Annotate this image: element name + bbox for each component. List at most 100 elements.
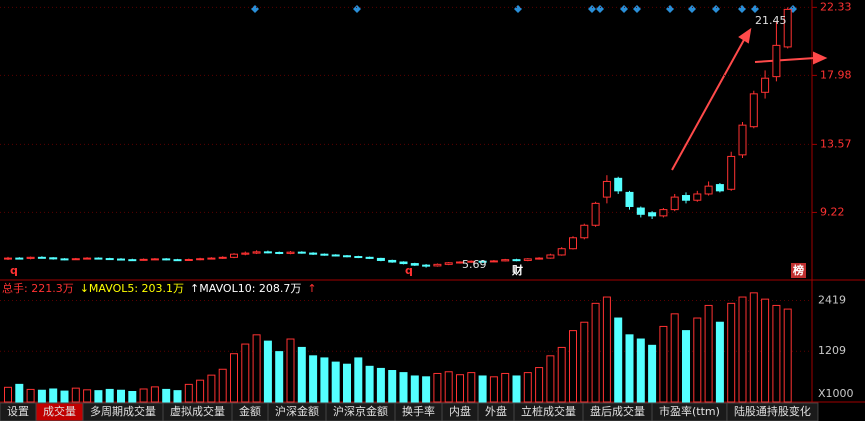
candle-body [410,263,419,266]
tab-label: 成交量 [43,404,76,418]
candle-body [320,253,329,256]
candle-body [388,259,397,263]
candle-body [670,196,679,211]
marker: q [10,264,18,277]
volume-bar [173,390,182,403]
volume-bar [26,388,35,403]
candle-body [275,251,284,254]
volume-bar [410,375,419,403]
volume-bar [128,391,137,403]
candle-body [682,195,690,201]
y-tick-label: 17.98 [820,68,852,81]
candle-body [173,259,182,262]
tab-label: 盘后成交量 [590,404,645,418]
candle-body [546,254,555,259]
tab[interactable]: 虚拟成交量 [162,402,233,421]
volume-bar [682,330,690,403]
candle-body [399,261,408,265]
volume-bar [297,346,306,403]
volume-legend: ↑ [307,282,316,295]
volume-bar [196,379,205,403]
candle-body [343,255,351,258]
volume-bar [4,386,12,403]
tab[interactable]: 金额 [231,402,269,421]
tab[interactable]: 设置 [0,402,37,421]
candle-body [557,248,566,256]
candle-body [625,191,634,207]
volume-bar [727,302,736,403]
candle-body [761,77,770,93]
tab-label: 设置 [7,405,29,418]
tab-label: 陆股通持股变化 [734,404,811,418]
candle-body [230,253,238,258]
tab-label: 外盘 [485,404,507,418]
volume-bar [365,365,374,403]
volume-bar [376,367,385,403]
candle-body [128,259,137,262]
tab[interactable]: 沪深金额 [267,402,327,421]
volume-bar [772,304,781,403]
tab[interactable]: 外盘 [477,402,515,421]
candle-body [591,202,600,226]
candle-body [478,260,487,263]
volume-bar [49,388,58,403]
candle-body [117,258,125,261]
volume-bar [83,389,92,403]
volume-bar [489,376,498,403]
volume-bar [614,317,623,403]
vol-tick-label: 2419 [818,293,846,306]
volume-bar [388,370,397,403]
tab[interactable]: 换手率 [394,402,443,421]
tab[interactable]: 内盘 [441,402,479,421]
candle-body [727,155,736,190]
tab-label: 市盈率(ttm) [659,404,720,418]
vol-tick-label: 1209 [818,344,846,357]
volume-bar [218,368,227,403]
candle-body [83,257,92,260]
tab-label: 内盘 [449,404,471,418]
volume-bar [105,388,114,403]
volume-bar [659,325,668,403]
tab[interactable]: 多周期成交量 [82,402,164,421]
volume-bar [252,334,261,403]
volume-bar [738,296,747,403]
candle-body [693,193,702,201]
tab[interactable]: 盘后成交量 [582,402,653,421]
volume-bar [162,388,171,403]
candle-body [704,185,713,195]
candle-body [71,258,80,261]
volume-bar [456,374,464,403]
tab-label: 沪深金额 [275,404,319,418]
volume-bar [343,363,351,403]
candle-body [749,93,758,128]
tab-label: 虚拟成交量 [170,404,225,418]
volume-bar [648,344,657,403]
candle-body [26,256,35,259]
tab[interactable]: 市盈率(ttm) [651,402,728,421]
candle-body [512,259,521,262]
tab[interactable]: 立桩成交量 [513,402,584,421]
candle-body [614,177,623,192]
candle-body [184,259,193,262]
volume-bar [320,357,329,403]
candle-body [196,258,205,261]
candle-body [94,257,103,260]
volume-bar [569,330,577,403]
volume-bar [704,304,713,403]
volume-bar [591,302,600,403]
tab[interactable]: 陆股通持股变化 [726,402,819,421]
tab[interactable]: 沪深京金额 [325,402,396,421]
volume-bar [501,372,510,403]
volume-legend: ↓MAVOL5: 203.1万 [80,282,184,295]
low-label: 5.69 [462,258,487,271]
volume-bar [444,371,453,403]
volume-bar [467,372,476,403]
candle-body [297,251,306,254]
volume-legend: 总手: 221.3万 [2,281,74,295]
tab-label: 多周期成交量 [90,404,156,418]
volume-bar [535,367,544,403]
candle-body [715,184,724,192]
tab[interactable]: 成交量 [35,402,84,421]
candle-body [37,256,46,259]
